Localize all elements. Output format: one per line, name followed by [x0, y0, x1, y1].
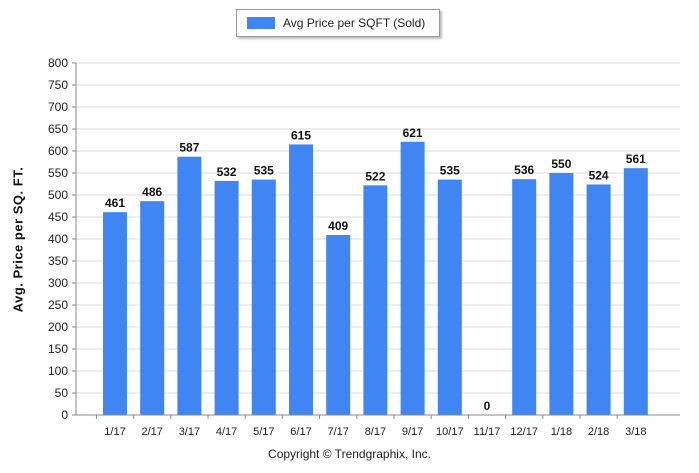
- bar: [326, 235, 351, 415]
- x-tick-label: 2/18: [588, 426, 609, 438]
- data-label: 550: [551, 157, 571, 171]
- legend-swatch: [247, 17, 275, 29]
- x-tick-label: 2/17: [141, 426, 162, 438]
- data-label: 524: [589, 168, 609, 182]
- bar: [549, 173, 574, 415]
- legend-label: Avg Price per SQFT (Sold): [283, 16, 426, 30]
- y-tick-label: 350: [48, 254, 68, 268]
- x-tick-label: 10/17: [436, 426, 464, 438]
- y-tick-label: 0: [61, 408, 68, 422]
- data-label: 587: [179, 141, 199, 155]
- legend: Avg Price per SQFT (Sold): [236, 9, 440, 37]
- y-tick-label: 150: [48, 342, 68, 356]
- data-label: 535: [254, 164, 274, 178]
- y-tick-label: 600: [48, 144, 68, 158]
- data-label: 0: [484, 399, 491, 413]
- data-label: 532: [217, 165, 237, 179]
- bars: [103, 141, 648, 415]
- bar: [623, 168, 648, 415]
- x-tick-label: 11/17: [474, 426, 501, 438]
- x-tick-label: 5/17: [253, 426, 274, 438]
- bar: [512, 179, 537, 415]
- data-label: 621: [403, 126, 423, 140]
- data-label: 536: [514, 163, 534, 177]
- bar: [214, 180, 239, 415]
- x-tick-label: 1/17: [104, 426, 125, 438]
- y-tick-label: 550: [48, 166, 68, 180]
- y-axis-ticks: 0 50 100 150 200 250 300 350 400 450 500 550 600 650 7…: [48, 56, 76, 422]
- x-tick-label: 6/17: [290, 426, 311, 438]
- data-label: 561: [626, 152, 646, 166]
- y-tick-label: 400: [48, 232, 68, 246]
- x-tick-label: 1/18: [551, 426, 572, 438]
- y-tick-label: 700: [48, 100, 68, 114]
- bar: [363, 185, 388, 415]
- data-label: 461: [105, 196, 125, 210]
- x-tick-label: 7/17: [327, 426, 348, 438]
- y-axis-label: Avg. Price per SQ. FT.: [10, 166, 26, 313]
- y-tick-label: 450: [48, 210, 68, 224]
- y-tick-label: 300: [48, 276, 68, 290]
- bar: [400, 141, 425, 415]
- data-labels: 461 486 587 532 535 615 409 522 621 535 0 536 550 524…: [105, 126, 646, 413]
- copyright-text: Copyright © Trendgraphix, Inc.: [268, 447, 431, 461]
- x-axis-ticks: 1/17 2/17 3/17 4/17 5/17 6/17 7/17 8/17 9/17 10/1…: [95, 415, 647, 438]
- bar: [251, 179, 276, 415]
- bar: [437, 179, 462, 415]
- data-label: 522: [365, 169, 385, 183]
- bar: [586, 184, 611, 415]
- y-tick-label: 100: [48, 364, 68, 378]
- x-tick-label: 9/17: [402, 426, 423, 438]
- data-label: 615: [291, 128, 311, 142]
- bar: [177, 156, 202, 415]
- bar: [140, 201, 165, 415]
- x-tick-label: 4/17: [216, 426, 237, 438]
- data-label: 409: [328, 219, 348, 233]
- bar: [289, 144, 313, 415]
- y-tick-label: 200: [48, 320, 68, 334]
- x-tick-label: 3/17: [179, 426, 200, 438]
- y-tick-label: 650: [48, 122, 68, 136]
- y-tick-label: 500: [48, 188, 68, 202]
- x-tick-label: 3/18: [625, 426, 646, 438]
- data-label: 486: [142, 185, 162, 199]
- x-tick-label: 8/17: [365, 426, 386, 438]
- y-tick-label: 750: [48, 78, 68, 92]
- y-tick-label: 250: [48, 298, 68, 312]
- bar: [103, 212, 127, 415]
- x-tick-label: 12/17: [510, 426, 538, 438]
- data-label: 535: [440, 164, 460, 178]
- y-tick-label: 50: [55, 386, 69, 400]
- y-tick-label: 800: [48, 56, 68, 70]
